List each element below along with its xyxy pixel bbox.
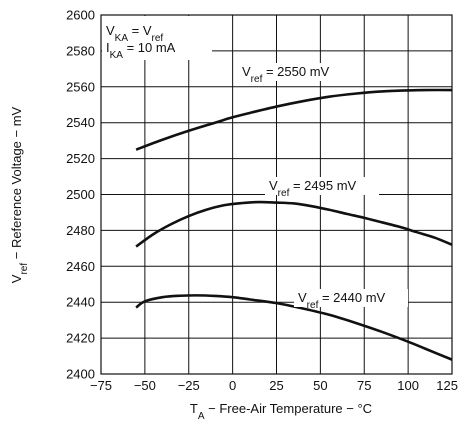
x-tick-label: 25 bbox=[269, 378, 283, 393]
x-tick-labels: −75 −50 −25 0 25 50 75 100 125 bbox=[90, 378, 458, 393]
x-tick-label: 100 bbox=[397, 378, 419, 393]
y-tick-labels: 2600 2580 2560 2540 2520 2500 2480 2460 2440 2420… bbox=[66, 8, 95, 382]
y-tick-label: 2400 bbox=[66, 367, 95, 382]
y-tick-label: 2480 bbox=[66, 223, 95, 238]
series-labels: Vref = 2550 mV Vref = 2495 mV Vref = 2440 … bbox=[238, 63, 408, 311]
y-tick-label: 2520 bbox=[66, 151, 95, 166]
x-tick-label: −25 bbox=[178, 378, 200, 393]
series-label: Vref = 2440 mV bbox=[298, 290, 386, 311]
conditions-bg bbox=[102, 16, 212, 60]
series-lines bbox=[135, 88, 453, 361]
x-tick-label: 125 bbox=[436, 378, 458, 393]
y-tick-label: 2440 bbox=[66, 295, 95, 310]
x-tick-label: −75 bbox=[90, 378, 112, 393]
series-line-2550mv bbox=[135, 88, 453, 151]
y-tick-label: 2560 bbox=[66, 79, 95, 94]
series-line-2495mv bbox=[135, 200, 453, 248]
y-tick-label: 2460 bbox=[66, 259, 95, 274]
series-label-bg bbox=[265, 177, 379, 195]
series-label: Vref = 2550 mV bbox=[242, 64, 330, 85]
y-tick-label: 2420 bbox=[66, 331, 95, 346]
x-tick-label: −50 bbox=[134, 378, 156, 393]
y-tick-label: 2600 bbox=[66, 8, 95, 23]
y-tick-label: 2540 bbox=[66, 115, 95, 130]
series-label-bg bbox=[238, 63, 350, 81]
y-axis-title: Vref − Reference Voltage − mV bbox=[9, 106, 30, 283]
plot-frame bbox=[100, 14, 453, 375]
series-line-2440mv bbox=[135, 294, 453, 361]
series-label-bg bbox=[294, 289, 408, 307]
y-tick-label: 2500 bbox=[66, 187, 95, 202]
condition-text: IKA = 10 mA bbox=[106, 40, 176, 61]
x-tick-label: 0 bbox=[229, 378, 236, 393]
x-tick-label: 50 bbox=[313, 378, 327, 393]
y-tick-label: 2580 bbox=[66, 43, 95, 58]
condition-text: VKA = Vref bbox=[106, 23, 163, 44]
x-axis-title: TA − Free-Air Temperature − °C bbox=[190, 401, 372, 422]
x-tick-label: 75 bbox=[357, 378, 371, 393]
series-label: Vref = 2495 mV bbox=[269, 178, 357, 199]
